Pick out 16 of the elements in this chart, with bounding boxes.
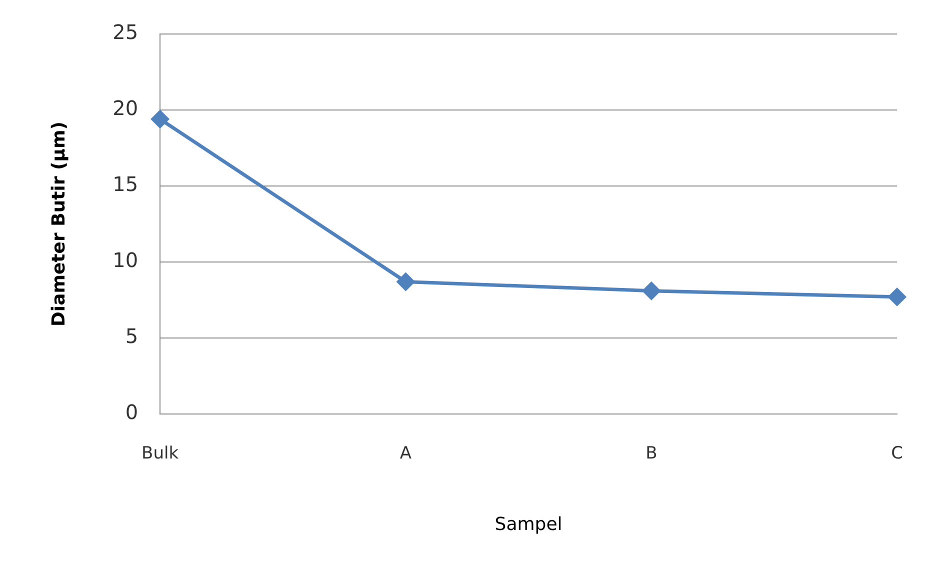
point: [396, 273, 414, 291]
point: [642, 282, 660, 300]
y-tick-label: 10: [112, 248, 138, 272]
point: [151, 110, 169, 128]
x-tick-label: C: [891, 444, 903, 464]
y-tick-label: 25: [112, 20, 138, 44]
point: [888, 288, 906, 306]
y-axis-title: Diameter Butir (µm): [48, 121, 70, 327]
y-tick-label: 5: [125, 324, 138, 348]
y-tick-label: 15: [112, 172, 138, 196]
y-tick-label: 0: [125, 400, 138, 424]
y-tick-label: 20: [112, 96, 138, 120]
x-tick-label: A: [400, 444, 412, 464]
x-tick-label: Bulk: [142, 444, 179, 464]
x-axis-title: Sampel: [494, 514, 562, 535]
x-tick-label: B: [646, 444, 658, 464]
